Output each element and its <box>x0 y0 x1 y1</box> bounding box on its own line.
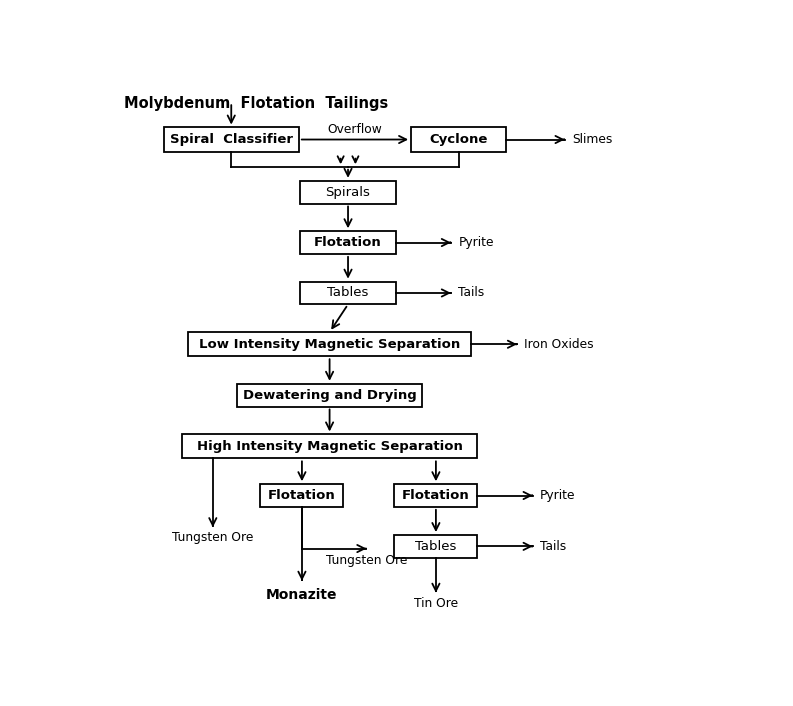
Text: Spiral  Classifier: Spiral Classifier <box>170 133 293 146</box>
Text: Tails: Tails <box>458 287 485 299</box>
Text: Pyrite: Pyrite <box>458 236 494 249</box>
Text: Tungsten Ore: Tungsten Ore <box>326 554 407 567</box>
Text: Tables: Tables <box>328 287 369 299</box>
FancyBboxPatch shape <box>394 535 477 558</box>
Text: Tables: Tables <box>416 540 457 553</box>
Text: Flotation: Flotation <box>268 489 335 502</box>
Text: Low Intensity Magnetic Separation: Low Intensity Magnetic Separation <box>199 337 460 351</box>
FancyBboxPatch shape <box>163 128 299 152</box>
FancyBboxPatch shape <box>260 484 343 507</box>
Text: Tungsten Ore: Tungsten Ore <box>172 531 254 544</box>
FancyBboxPatch shape <box>301 231 396 254</box>
FancyBboxPatch shape <box>237 384 422 407</box>
FancyBboxPatch shape <box>182 434 477 458</box>
FancyBboxPatch shape <box>411 128 506 152</box>
FancyBboxPatch shape <box>301 181 396 203</box>
Text: Tin Ore: Tin Ore <box>414 597 458 610</box>
FancyBboxPatch shape <box>301 282 396 304</box>
Text: Iron Oxides: Iron Oxides <box>524 337 594 351</box>
Text: Slimes: Slimes <box>572 133 612 146</box>
Text: Dewatering and Drying: Dewatering and Drying <box>243 388 416 402</box>
Text: Pyrite: Pyrite <box>540 489 576 502</box>
Text: Overflow: Overflow <box>328 124 382 136</box>
Text: Tails: Tails <box>540 540 566 553</box>
FancyBboxPatch shape <box>188 333 471 357</box>
Text: Monazite: Monazite <box>266 588 338 602</box>
Text: High Intensity Magnetic Separation: High Intensity Magnetic Separation <box>197 440 462 453</box>
Text: Flotation: Flotation <box>402 489 469 502</box>
FancyBboxPatch shape <box>394 484 477 507</box>
Text: Flotation: Flotation <box>314 236 382 249</box>
Text: Molybdenum  Flotation  Tailings: Molybdenum Flotation Tailings <box>124 96 388 111</box>
Text: Cyclone: Cyclone <box>430 133 488 146</box>
Text: Spirals: Spirals <box>326 186 370 198</box>
